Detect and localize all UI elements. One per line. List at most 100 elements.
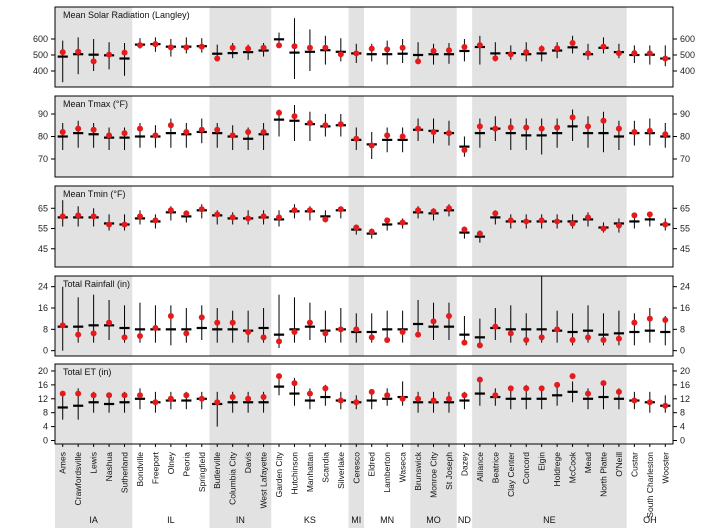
panel-5: 0 0 4 4 8 8 12 12 16 16 20 20 Total ET (in) — [38, 363, 690, 446]
site-label: Lamberton — [382, 452, 392, 493]
data-point — [167, 395, 174, 402]
data-point — [152, 399, 159, 406]
state-label: IA — [89, 515, 98, 525]
y-tick-label-left: 400 — [33, 66, 48, 76]
state-label: KS — [304, 515, 316, 525]
data-point — [445, 205, 452, 212]
y-tick-label-left: 20 — [38, 366, 48, 376]
data-point — [585, 123, 592, 130]
data-point — [167, 44, 174, 51]
y-tick-label-left: 4 — [43, 422, 48, 432]
data-point — [384, 392, 391, 399]
y-tick-label-left: 8 — [43, 408, 48, 418]
data-point — [554, 218, 561, 225]
data-point — [291, 329, 298, 335]
site-label: Hutchinson — [289, 452, 299, 495]
site-label: Wooster — [660, 452, 670, 484]
data-point — [260, 394, 267, 401]
site-label: Ames — [58, 452, 68, 474]
data-point — [152, 132, 159, 139]
data-point — [569, 337, 576, 343]
data-point — [291, 380, 298, 387]
y-tick-label-left: 70 — [38, 154, 48, 164]
site-label: South Charleston — [645, 452, 655, 518]
data-point — [538, 385, 545, 392]
data-point — [59, 49, 66, 56]
data-point — [585, 50, 592, 57]
data-point — [646, 399, 653, 406]
data-point — [538, 334, 545, 341]
data-point — [662, 221, 669, 228]
data-point — [600, 43, 607, 50]
data-point — [106, 221, 113, 228]
data-point — [554, 45, 561, 52]
site-label: O'Neill — [614, 452, 624, 477]
data-point — [461, 44, 468, 50]
data-point — [554, 124, 561, 131]
data-point — [106, 392, 113, 399]
data-point — [523, 337, 530, 343]
data-point — [476, 42, 483, 49]
panel-gap — [55, 177, 673, 186]
data-point — [492, 55, 499, 62]
data-point — [121, 221, 128, 228]
y-tick-label-right: 0 — [680, 436, 685, 446]
data-point — [306, 44, 313, 51]
data-point — [136, 42, 143, 49]
site-label: Butlerville — [212, 452, 222, 489]
data-point — [183, 129, 190, 135]
site-label: Mead — [583, 452, 593, 474]
data-point — [631, 212, 638, 219]
data-point — [322, 122, 329, 129]
data-point — [198, 395, 205, 402]
data-point — [106, 132, 113, 139]
panel-frame — [54, 95, 674, 178]
site-label: Monroe City — [429, 451, 439, 498]
panel-gap — [55, 356, 673, 364]
data-point — [245, 129, 252, 135]
data-point — [523, 49, 530, 56]
data-point — [569, 40, 576, 46]
data-point — [260, 129, 267, 135]
data-point — [183, 392, 190, 399]
data-point — [75, 125, 82, 132]
y-tick-label-left: 90 — [38, 109, 48, 119]
data-point — [90, 213, 97, 220]
data-point — [260, 44, 267, 51]
state-label: OH — [643, 515, 657, 525]
data-point — [353, 135, 360, 142]
y-tick-label-left: 16 — [38, 303, 48, 313]
site-label: McCook — [568, 451, 578, 483]
data-point — [399, 329, 406, 335]
data-point — [106, 51, 113, 58]
data-point — [507, 217, 514, 224]
data-point — [90, 392, 97, 399]
y-tick-label-right: 55 — [680, 224, 690, 234]
data-point — [198, 43, 205, 50]
data-point — [384, 217, 391, 224]
data-point — [631, 397, 638, 404]
data-point — [461, 339, 468, 346]
data-point — [445, 130, 452, 137]
data-point — [276, 338, 283, 345]
state-label: NE — [543, 515, 556, 525]
data-point — [368, 228, 375, 235]
panel-title: Mean Solar Radiation (Langley) — [63, 10, 190, 20]
data-point — [59, 129, 66, 135]
y-tick-label-left: 500 — [33, 50, 48, 60]
site-label: Beatrice — [490, 452, 500, 483]
data-point — [615, 125, 622, 132]
y-tick-label-left: 0 — [43, 346, 48, 356]
data-point — [461, 147, 468, 153]
panel-frame — [54, 6, 674, 88]
data-point — [121, 130, 128, 137]
data-point — [569, 114, 576, 121]
site-label: Dazey — [459, 451, 469, 476]
panel-gap — [55, 87, 673, 96]
panel-title: Total Rainfall (in) — [63, 279, 130, 289]
data-point — [585, 214, 592, 221]
data-point — [260, 334, 267, 341]
data-point — [167, 122, 174, 129]
data-point — [430, 397, 437, 404]
data-point — [121, 334, 128, 341]
